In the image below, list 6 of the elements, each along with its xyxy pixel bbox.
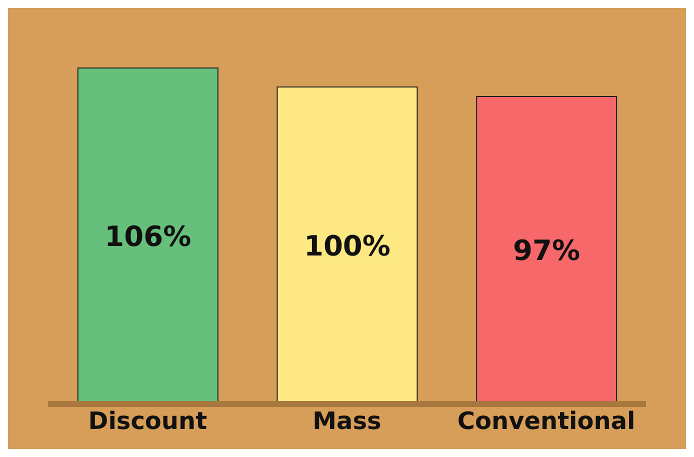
data-label: 100% bbox=[304, 229, 390, 262]
data-label: 97% bbox=[513, 234, 580, 268]
x-tick-label: Conventional bbox=[457, 407, 636, 436]
x-tick-label: Mass bbox=[312, 407, 382, 436]
data-label: 106% bbox=[104, 220, 192, 253]
x-tick-label: Discount bbox=[88, 407, 208, 436]
